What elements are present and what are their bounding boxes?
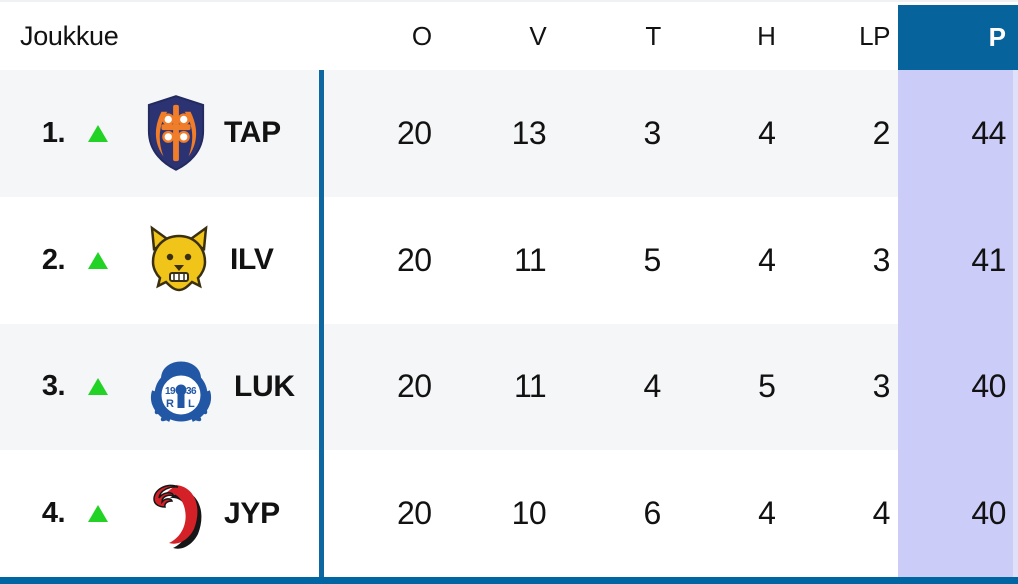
stat-ot-wins: 5 [643, 241, 661, 278]
stat-wins: 11 [513, 368, 547, 405]
stat-ot-losses: 2 [872, 114, 891, 151]
stat-losses: 4 [758, 114, 776, 151]
stat-ot-wins: 6 [643, 495, 661, 532]
column-header-ot-losses: LP [859, 20, 890, 51]
team-cell: 1. TAP [0, 89, 325, 177]
table-row[interactable]: 3. 19 36 R [0, 323, 1018, 451]
rank-label: 4. [41, 497, 66, 530]
stat-losses: 5 [758, 368, 776, 405]
jyp-logo [144, 470, 208, 558]
column-header-games: O [411, 20, 432, 51]
team-code: ILV [230, 243, 274, 277]
tappara-logo [144, 89, 208, 177]
stat-points: 44 [897, 70, 1018, 197]
stat-points: 40 [897, 323, 1018, 451]
team-code: LUK [234, 369, 295, 403]
column-header-points: P [897, 2, 1018, 70]
stat-wins: 13 [511, 114, 547, 151]
rank-label: 2. [41, 243, 66, 276]
stat-losses: 4 [758, 495, 776, 532]
team-cell: 2. ILV [0, 216, 325, 304]
trend-up-icon [88, 505, 108, 523]
stat-points: 40 [897, 450, 1018, 577]
trend-up-icon [88, 378, 108, 396]
team-code: TAP [224, 116, 281, 150]
ilves-logo [144, 216, 214, 304]
stat-ot-losses: 3 [872, 368, 891, 405]
table-header-row: Joukkue O V T H LP P [0, 2, 1018, 70]
column-header-wins: V [529, 20, 547, 51]
stat-wins: 10 [511, 495, 547, 532]
svg-text:36: 36 [186, 386, 197, 397]
stat-ot-losses: 3 [872, 241, 891, 278]
svg-text:19: 19 [165, 386, 176, 397]
vertical-divider-line [319, 70, 324, 577]
svg-text:R: R [166, 398, 174, 410]
stat-games: 20 [397, 495, 432, 532]
rank-label: 3. [41, 370, 66, 403]
column-header-losses: H [757, 20, 776, 51]
lukko-logo: 19 36 R L [144, 343, 218, 431]
stat-ot-losses: 4 [872, 495, 891, 532]
column-header-ot-wins: T [645, 20, 661, 51]
svg-text:L: L [188, 398, 195, 410]
stat-games: 20 [397, 114, 432, 151]
stat-ot-wins: 4 [643, 368, 661, 405]
team-code: JYP [224, 496, 280, 530]
team-cell: 4. JYP [0, 470, 325, 558]
team-column-header: Joukkue [20, 20, 119, 51]
table-row[interactable]: 1. TAP 20 13 3 4 2 44 [0, 70, 1018, 197]
stat-losses: 4 [758, 241, 776, 278]
table-row[interactable]: 2. ILV 20 11 5 4 3 41 [0, 196, 1018, 324]
team-cell: 3. 19 36 R [0, 343, 325, 431]
stat-points: 41 [897, 196, 1018, 324]
stat-wins: 11 [513, 241, 547, 278]
bottom-divider-bar [0, 577, 1018, 584]
trend-up-icon [88, 124, 108, 142]
stat-games: 20 [397, 368, 432, 405]
rank-label: 1. [41, 116, 66, 149]
trend-up-icon [88, 251, 108, 269]
stat-games: 20 [397, 241, 432, 278]
stat-ot-wins: 3 [643, 114, 661, 151]
table-row[interactable]: 4. JYP 20 10 6 4 4 40 [0, 450, 1018, 577]
